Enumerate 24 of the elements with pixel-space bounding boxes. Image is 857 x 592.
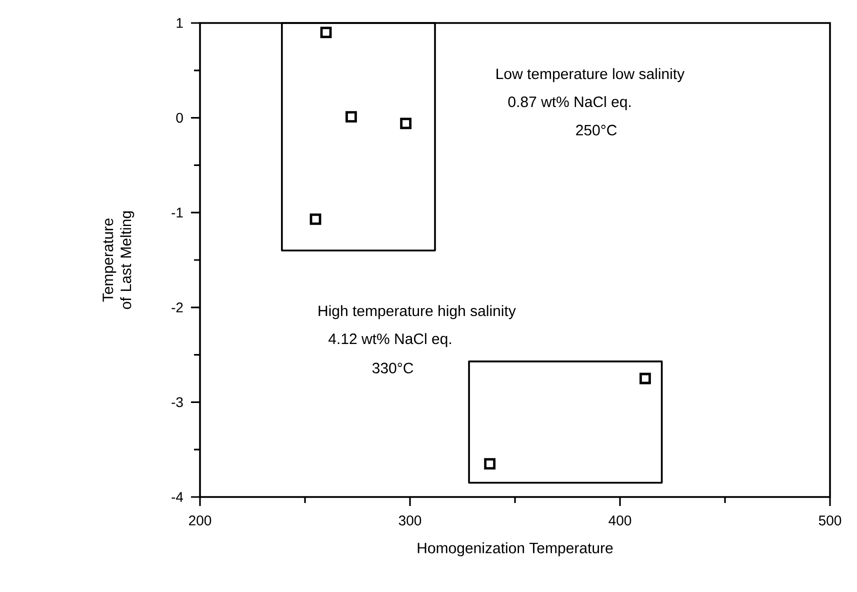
annotation: High temperature high salinity: [318, 305, 516, 320]
x-tick-label: 500: [818, 516, 842, 526]
y-tick-label: 0: [176, 112, 183, 123]
annotation: 4.12 wt% NaCl eq.: [328, 333, 451, 348]
x-tick-label: 200: [189, 516, 212, 526]
x-tick-label: 400: [608, 516, 632, 526]
annotation: 250°C: [576, 124, 617, 136]
annotation: 0.87 wt% NaCl eq.: [508, 96, 631, 110]
point: [484, 458, 496, 470]
point: [346, 111, 357, 123]
y-axis-title: Temperature of Last Melting: [102, 211, 134, 309]
y-tick-label: -3: [172, 397, 183, 408]
y-tick-label: 1: [176, 18, 183, 28]
point: [400, 118, 412, 130]
annotation: Low temperature low salinity: [496, 68, 685, 82]
annotation: 330°C: [372, 362, 414, 374]
x-axis-title: Homogenization Temperature: [418, 542, 613, 556]
point: [310, 214, 322, 225]
y-tick-label: -4: [172, 492, 184, 502]
point: [640, 372, 651, 384]
y-tick-label: -1: [172, 208, 183, 218]
point: [320, 26, 332, 38]
y-tick-label: -2: [172, 302, 183, 312]
x-tick-label: 300: [398, 516, 422, 526]
